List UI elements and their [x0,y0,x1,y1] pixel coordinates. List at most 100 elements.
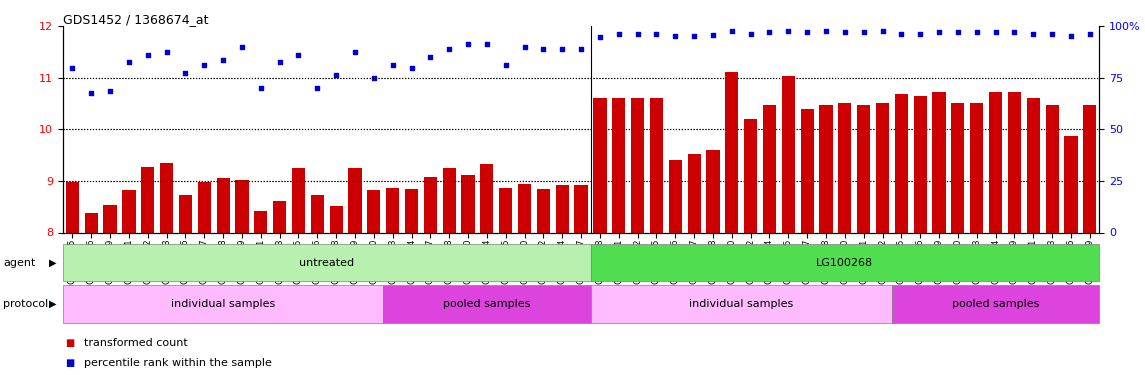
Bar [216,178,230,232]
Bar [386,188,400,232]
Point [214,57,232,63]
Point [176,70,195,76]
Bar [706,150,719,232]
Point [158,49,176,55]
Point [647,31,665,37]
Text: ■: ■ [65,358,74,368]
Text: ▶: ▶ [49,299,57,309]
Point [816,28,835,34]
Point [139,52,157,58]
Text: ▶: ▶ [49,258,57,267]
Point [384,62,402,68]
Text: GDS1452 / 1368674_at: GDS1452 / 1368674_at [63,13,208,26]
Text: LG100268: LG100268 [816,258,874,267]
Text: agent: agent [3,258,35,267]
Point [874,28,892,34]
Point [421,54,440,60]
Bar [273,201,286,232]
Point [1043,31,1061,37]
Bar [85,213,97,232]
Point [1005,30,1024,36]
Point [704,32,722,38]
Bar [591,244,1099,281]
Bar [838,103,852,232]
Point [930,30,948,36]
Point [535,46,553,53]
Bar [236,180,248,232]
Bar [1008,92,1021,232]
Point [911,31,930,37]
Bar [254,211,268,232]
Bar [951,103,964,232]
Point [760,30,779,36]
Point [440,46,458,53]
Text: percentile rank within the sample: percentile rank within the sample [84,358,271,368]
Point [195,62,213,68]
Bar [292,168,305,232]
Point [722,28,741,34]
Text: protocol: protocol [3,299,49,309]
Bar [555,184,569,232]
Bar [858,105,870,232]
Bar [518,183,531,232]
Bar [103,205,117,232]
Point [968,30,986,36]
Bar [63,244,591,281]
Bar [198,183,211,232]
Bar [310,195,324,232]
Point [365,75,384,81]
Bar [1027,99,1040,232]
Bar [461,175,475,232]
Point [629,31,647,37]
Bar [763,105,776,232]
Point [591,34,609,40]
Point [515,44,534,50]
Bar [800,109,814,232]
Point [270,59,289,65]
Point [459,41,477,47]
Point [402,64,420,70]
Point [308,85,326,91]
Point [987,30,1005,36]
Text: untreated: untreated [299,258,354,267]
Text: transformed count: transformed count [84,338,188,348]
Point [101,88,119,94]
Point [780,28,798,34]
Bar [63,285,384,322]
Bar [725,72,739,232]
Bar [989,92,1002,232]
Point [949,30,968,36]
Bar [384,285,591,322]
Point [252,85,270,91]
Point [477,41,496,47]
Point [232,44,251,50]
Bar [970,103,984,232]
Bar [123,190,135,232]
Bar [368,190,380,232]
Bar [480,164,493,232]
Point [497,62,515,68]
Point [290,52,308,58]
Bar [1083,105,1097,232]
Bar [591,285,892,322]
Bar [631,99,645,232]
Bar [782,76,795,232]
Bar [405,189,418,232]
Point [742,31,760,37]
Bar [160,163,173,232]
Point [798,30,816,36]
Bar [443,168,456,232]
Bar [330,206,342,232]
Point [346,49,364,55]
Text: individual samples: individual samples [171,299,275,309]
Bar [593,99,607,232]
Point [836,30,854,36]
Bar [575,184,587,232]
Point [327,72,346,78]
Point [1024,31,1042,37]
Text: ■: ■ [65,338,74,348]
Text: individual samples: individual samples [689,299,793,309]
Point [854,30,872,36]
Bar [894,94,908,232]
Point [666,33,685,39]
